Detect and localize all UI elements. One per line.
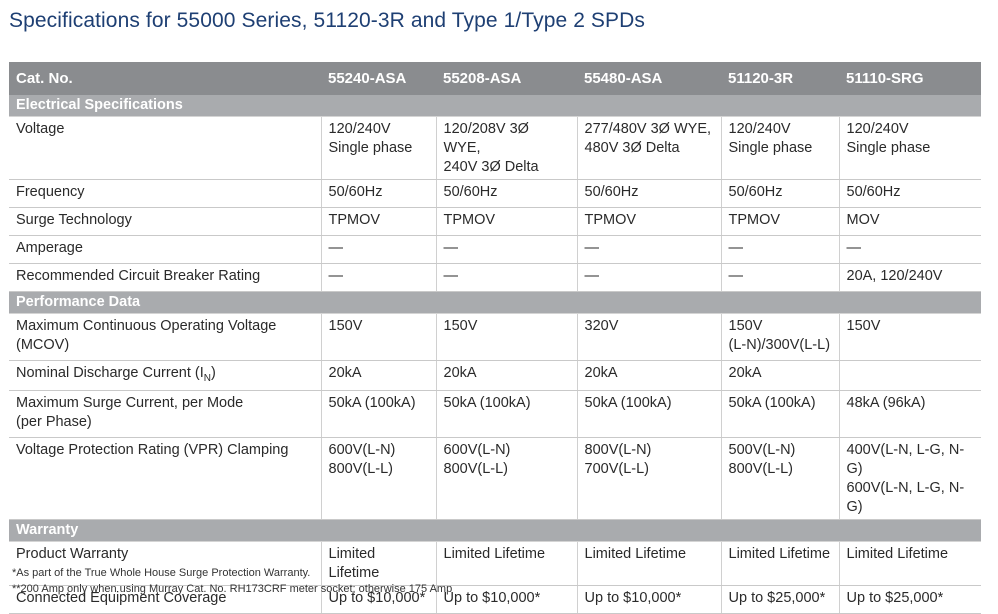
table-cell: 20kA — [576, 360, 721, 391]
table-cell: 120/240V Single phase — [838, 116, 981, 180]
specifications-table: Cat. No. 55240-ASA 55208-ASA 55480-ASA 5… — [9, 62, 981, 614]
table-cell: Limited Lifetime — [720, 541, 839, 586]
table-row: Amperage — — — — — — [9, 235, 981, 264]
table-row: Maximum Continuous Operating Voltage (MC… — [9, 313, 981, 361]
header-55240-asa: 55240-ASA — [321, 62, 436, 95]
row-label: Product Warranty — [9, 541, 321, 586]
section-row: Warranty — [9, 519, 981, 542]
table-cell: Up to $25,000* — [720, 585, 839, 614]
table-cell: 600V(L-N) 800V(L-L) — [435, 437, 577, 520]
table-cell: 50/60Hz — [576, 179, 721, 208]
table-cell: Limited Lifetime — [435, 541, 577, 586]
table-cell: 600V(L-N) 800V(L-L) — [320, 437, 436, 520]
table-cell: 50/60Hz — [435, 179, 577, 208]
table-cell: 50/60Hz — [838, 179, 981, 208]
section-electrical-specifications: Electrical Specifications — [9, 95, 981, 117]
table-cell: Up to $25,000* — [838, 585, 981, 614]
table-cell: 150V — [320, 313, 436, 361]
table-row: Voltage 120/240V Single phase 120/208V 3… — [9, 116, 981, 180]
table-row: Frequency 50/60Hz 50/60Hz 50/60Hz 50/60H… — [9, 179, 981, 208]
table-row: Surge Technology TPMOV TPMOV TPMOV TPMOV… — [9, 207, 981, 236]
table-cell: TPMOV — [320, 207, 436, 236]
table-cell: MOV — [838, 207, 981, 236]
row-label: Frequency — [9, 179, 321, 208]
row-label: Amperage — [9, 235, 321, 264]
section-warranty: Warranty — [9, 519, 981, 542]
table-cell: TPMOV — [720, 207, 839, 236]
header-55480-asa: 55480-ASA — [577, 62, 721, 95]
table-cell: 20kA — [435, 360, 577, 391]
row-label: Surge Technology — [9, 207, 321, 236]
table-cell: — — [320, 263, 436, 292]
section-performance-data: Performance Data — [9, 291, 981, 314]
table-cell: — — [435, 235, 577, 264]
table-cell: — — [720, 263, 839, 292]
table-row: Nominal Discharge Current (IN) 20kA 20kA… — [9, 360, 981, 391]
page-title: Specifications for 55000 Series, 51120-3… — [9, 9, 645, 32]
table-cell: 50/60Hz — [320, 179, 436, 208]
row-label: Maximum Continuous Operating Voltage (MC… — [9, 313, 321, 361]
table-row: Product Warranty Limited Lifetime Limite… — [9, 541, 981, 586]
header-cat-no: Cat. No. — [9, 62, 321, 95]
table-cell: TPMOV — [576, 207, 721, 236]
footnote: **200 Amp only when using Murray Cat. No… — [12, 583, 453, 595]
row-label: Maximum Surge Current, per Mode (per Pha… — [9, 390, 321, 438]
header-55208-asa: 55208-ASA — [436, 62, 577, 95]
table-cell: 50/60Hz — [720, 179, 839, 208]
row-label: Nominal Discharge Current (IN) — [9, 360, 321, 391]
table-cell: 50kA (100kA) — [720, 390, 839, 438]
table-cell: 800V(L-N) 700V(L-L) — [576, 437, 721, 520]
table-cell: 500V(L-N) 800V(L-L) — [720, 437, 839, 520]
table-cell: 50kA (100kA) — [576, 390, 721, 438]
table-cell: — — [320, 235, 436, 264]
header-51110-srg: 51110-SRG — [839, 62, 981, 95]
table-cell: 320V — [576, 313, 721, 361]
row-label: Voltage — [9, 116, 321, 180]
table-cell: 20kA — [320, 360, 436, 391]
table-cell: 277/480V 3Ø WYE, 480V 3Ø Delta — [576, 116, 721, 180]
table-row: Maximum Surge Current, per Mode (per Pha… — [9, 390, 981, 438]
table-cell: 400V(L-N, L-G, N-G) 600V(L-N, L-G, N-G) — [838, 437, 981, 520]
table-row: Recommended Circuit Breaker Rating — — —… — [9, 263, 981, 292]
table-cell: 50kA (100kA) — [435, 390, 577, 438]
table-cell: 20A, 120/240V — [838, 263, 981, 292]
section-row: Electrical Specifications — [9, 95, 981, 117]
table-cell: 50kA (100kA) — [320, 390, 436, 438]
table-cell: 150V (L-N)/300V(L-L) — [720, 313, 839, 361]
row-label-subscript: N — [203, 372, 211, 384]
table-cell: — — [576, 263, 721, 292]
table-cell: Up to $10,000* — [576, 585, 721, 614]
table-cell: 120/240V Single phase — [720, 116, 839, 180]
header-51120-3r: 51120-3R — [721, 62, 839, 95]
row-label: Voltage Protection Rating (VPR) Clamping — [9, 437, 321, 520]
table-header-row: Cat. No. 55240-ASA 55208-ASA 55480-ASA 5… — [9, 62, 981, 95]
table-cell: Limited Lifetime — [576, 541, 721, 586]
table-cell: — — [576, 235, 721, 264]
row-label: Recommended Circuit Breaker Rating — [9, 263, 321, 292]
table-cell: 150V — [838, 313, 981, 361]
table-cell: — — [435, 263, 577, 292]
table-row: Voltage Protection Rating (VPR) Clamping… — [9, 437, 981, 520]
table-cell: Limited Lifetime — [838, 541, 981, 586]
table-cell: 120/208V 3Ø WYE, 240V 3Ø Delta — [435, 116, 577, 180]
table-cell: — — [838, 235, 981, 264]
row-label-end: ) — [211, 365, 216, 381]
table-cell: Up to $10,000* — [435, 585, 577, 614]
table-cell: Limited Lifetime — [320, 541, 436, 586]
table-cell: 150V — [435, 313, 577, 361]
footnote: *As part of the True Whole House Surge P… — [12, 567, 311, 579]
table-cell: 20kA — [720, 360, 839, 391]
table-cell: — — [720, 235, 839, 264]
section-row: Performance Data — [9, 291, 981, 314]
table-cell: 120/240V Single phase — [320, 116, 436, 180]
table-cell: TPMOV — [435, 207, 577, 236]
row-label-text: Nominal Discharge Current (I — [16, 365, 204, 381]
table-cell — [838, 360, 981, 391]
table-cell: 48kA (96kA) — [838, 390, 981, 438]
